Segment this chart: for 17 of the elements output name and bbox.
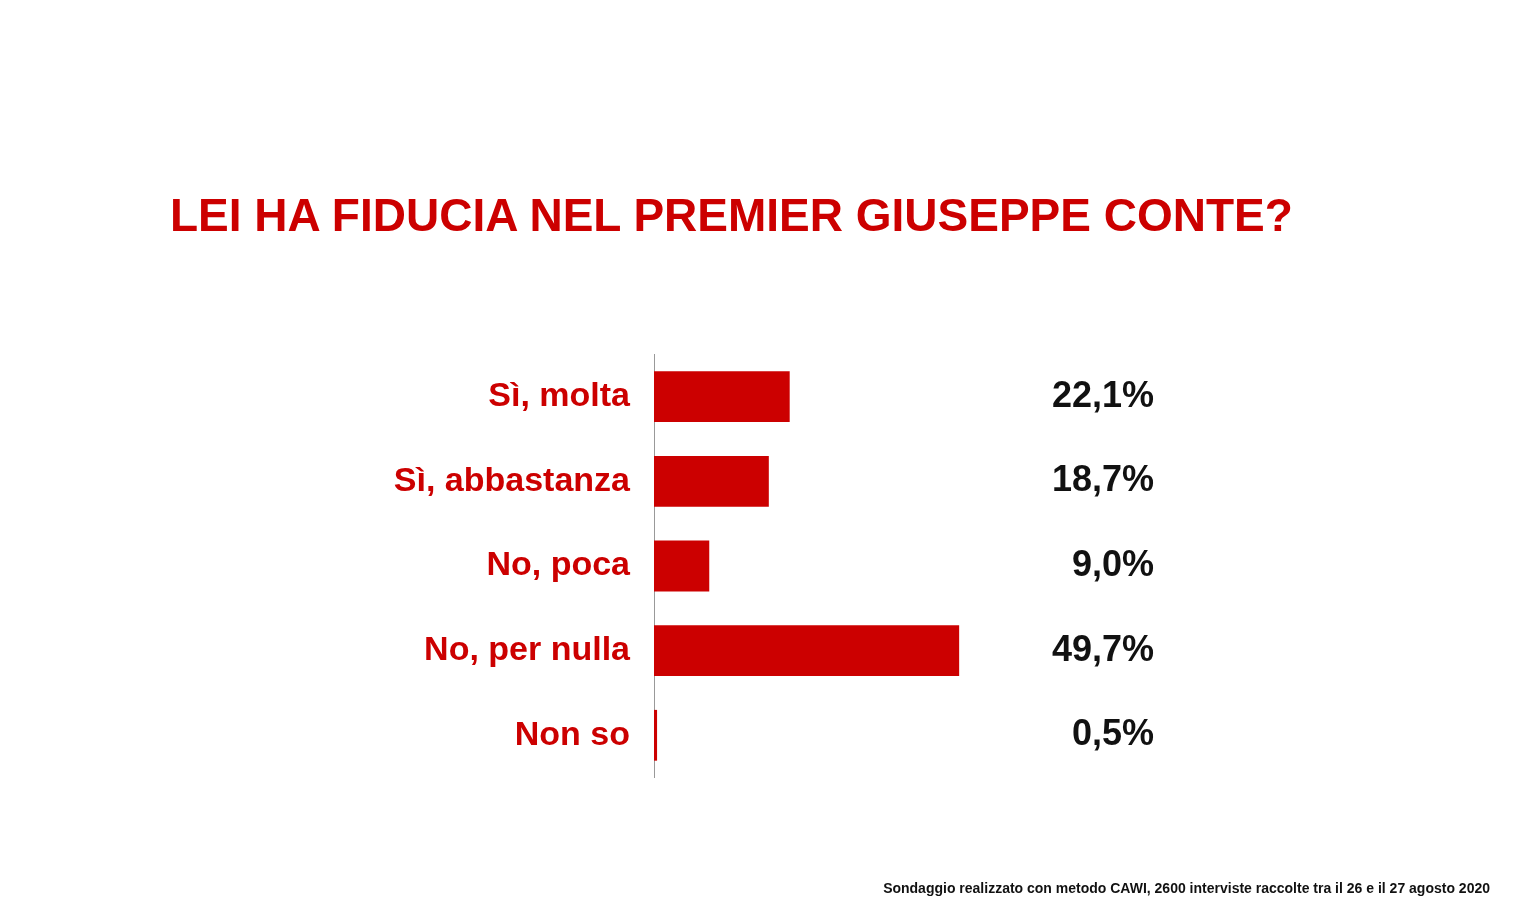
chart-title: LEI HA FIDUCIA NEL PREMIER GIUSEPPE CONTE? [170, 188, 1293, 242]
data-label: 22,1% [1051, 373, 1154, 415]
y-tick-label: Sì, molta [488, 375, 632, 414]
data-label: 9,0% [1071, 542, 1154, 584]
y-tick-label: No, poca [486, 544, 632, 583]
data-label: 0,5% [1071, 712, 1154, 754]
data-label: 49,7% [1051, 627, 1154, 669]
y-tick-label: Non so [514, 713, 630, 752]
bar [654, 455, 769, 507]
bar [654, 625, 960, 677]
bar [654, 709, 658, 761]
bar [654, 540, 710, 592]
text: Sondaggio realizzato con metodo CAWI, 2600 interviste raccolte tra il 26 e il 27 agosto 2020 [883, 880, 1490, 896]
data-label: 18,7% [1051, 458, 1154, 500]
y-tick-label: Sì, abbastanza [393, 459, 632, 498]
y-tick-label: No, per nulla [424, 629, 632, 668]
bar [654, 371, 790, 423]
